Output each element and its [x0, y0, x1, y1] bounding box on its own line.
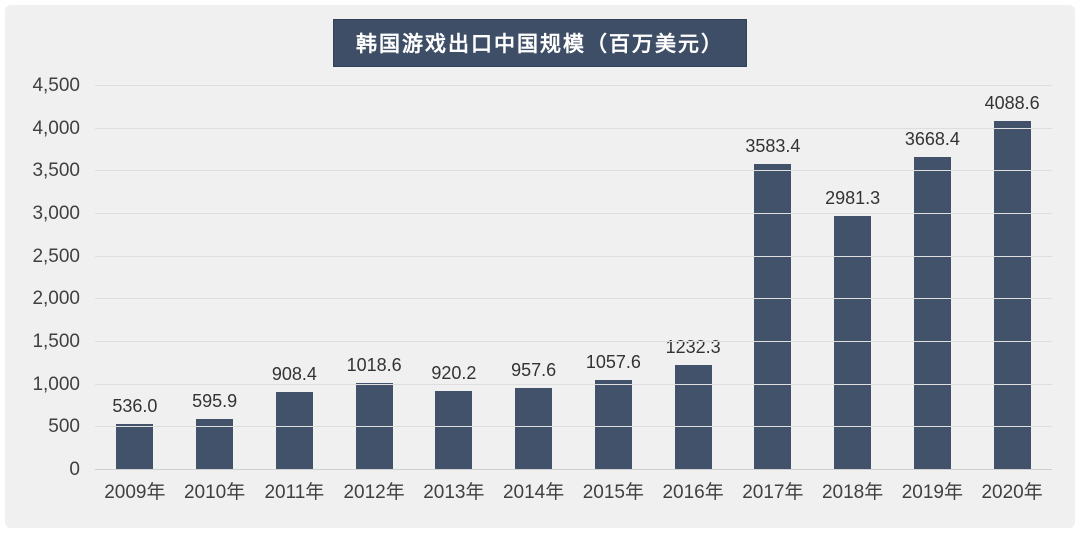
bar-value-label: 920.2 — [431, 363, 477, 384]
y-axis-tick-label: 0 — [69, 459, 80, 480]
gridline — [95, 298, 1052, 300]
x-axis-tick-label: 2011年 — [264, 482, 325, 503]
bar-value-label: 3583.4 — [745, 136, 801, 157]
bar — [834, 215, 872, 470]
bar-slot: 595.9 — [175, 86, 255, 470]
bar-value-label: 1057.6 — [585, 351, 641, 372]
gridline — [95, 426, 1052, 428]
bar-value-label: 536.0 — [112, 396, 158, 417]
bar-slot: 2981.3 — [813, 86, 893, 470]
bar-slot: 536.0 — [95, 86, 175, 470]
bar-value-label: 908.4 — [271, 364, 317, 385]
y-axis-tick-label: 1,000 — [32, 373, 80, 395]
bar — [674, 364, 712, 470]
bar — [275, 392, 313, 470]
bar — [196, 419, 234, 470]
x-axis-tick-label: 2016年 — [662, 482, 724, 503]
x-axis-tick-label: 2009年 — [104, 482, 166, 503]
x-axis-tick-label: 2019年 — [901, 482, 964, 503]
gridline — [95, 170, 1052, 172]
x-axis-tick-label: 2017年 — [742, 482, 804, 503]
bar-slot: 908.4 — [255, 86, 335, 470]
bar-value-label: 1018.6 — [346, 355, 402, 376]
chart-title: 韩国游戏出口中国规模（百万美元） — [356, 32, 724, 56]
x-axis-tick-label: 2012年 — [343, 482, 405, 503]
gridline — [95, 127, 1052, 129]
bar — [515, 388, 553, 470]
x-axis: 2009年 2010年 2011年 2012年 2013年 2014年 2015年 2016年… — [95, 477, 1052, 504]
y-axis-tick-label: 3,000 — [32, 203, 80, 224]
bar-slot: 1018.6 — [334, 86, 414, 470]
chart-title-box: 韩国游戏出口中国规模（百万美元） — [333, 19, 747, 67]
plot-area: 536.0 595.9 908.4 1018.6 920.2 957.6 1057.6 123… — [32, 75, 1052, 480]
bar-slot: 1232.3 — [653, 86, 733, 470]
x-axis-tick-label: 2015年 — [582, 482, 645, 503]
y-axis-tick-label: 3,500 — [32, 160, 80, 182]
bar-value-label: 4088.6 — [984, 93, 1040, 114]
bar-slot: 3583.4 — [733, 86, 813, 470]
bar-series: 536.0 595.9 908.4 1018.6 920.2 957.6 1057.6 123… — [95, 86, 1052, 470]
y-axis-tick-label: 4,500 — [32, 75, 80, 96]
bar — [913, 156, 951, 470]
y-axis-tick-label: 500 — [48, 416, 80, 438]
x-axis-tick-label: 2014年 — [502, 482, 565, 503]
x-axis-tick-label: 2018年 — [821, 482, 884, 503]
bar-slot: 957.6 — [494, 86, 574, 470]
bar-value-label: 957.6 — [511, 360, 557, 381]
x-axis-baseline — [95, 469, 1052, 470]
bar-slot: 4088.6 — [972, 86, 1052, 470]
bar-slot: 920.2 — [414, 86, 494, 470]
bar-value-label: 595.9 — [192, 391, 238, 412]
gridline — [95, 341, 1052, 342]
bar-value-label: 2981.3 — [825, 187, 881, 208]
y-axis-tick-label: 1,500 — [32, 331, 80, 352]
x-axis-tick-label: 2010年 — [183, 482, 246, 503]
chart-panel: 韩国游戏出口中国规模（百万美元） 536.0 595.9 908.4 1018.6 92… — [5, 5, 1075, 528]
bar-slot: 3668.4 — [893, 86, 973, 470]
bar-value-label: 1232.3 — [665, 336, 721, 357]
bar — [594, 379, 632, 470]
gridline — [95, 383, 1052, 385]
x-axis-tick-label: 2020年 — [981, 482, 1043, 503]
bar — [754, 164, 792, 470]
bar — [116, 424, 154, 470]
y-axis-tick-label: 4,000 — [32, 117, 80, 139]
gridline — [95, 255, 1052, 257]
x-axis-tick-label: 2013年 — [423, 482, 485, 503]
bar-slot: 1057.6 — [574, 86, 654, 470]
gridline — [95, 213, 1052, 214]
gridline — [95, 85, 1052, 86]
bar-value-label: 3668.4 — [904, 128, 960, 149]
y-axis-tick-label: 2,500 — [32, 245, 80, 267]
bar — [993, 121, 1031, 470]
bar — [435, 391, 473, 470]
y-axis-tick-label: 2,000 — [32, 288, 80, 310]
